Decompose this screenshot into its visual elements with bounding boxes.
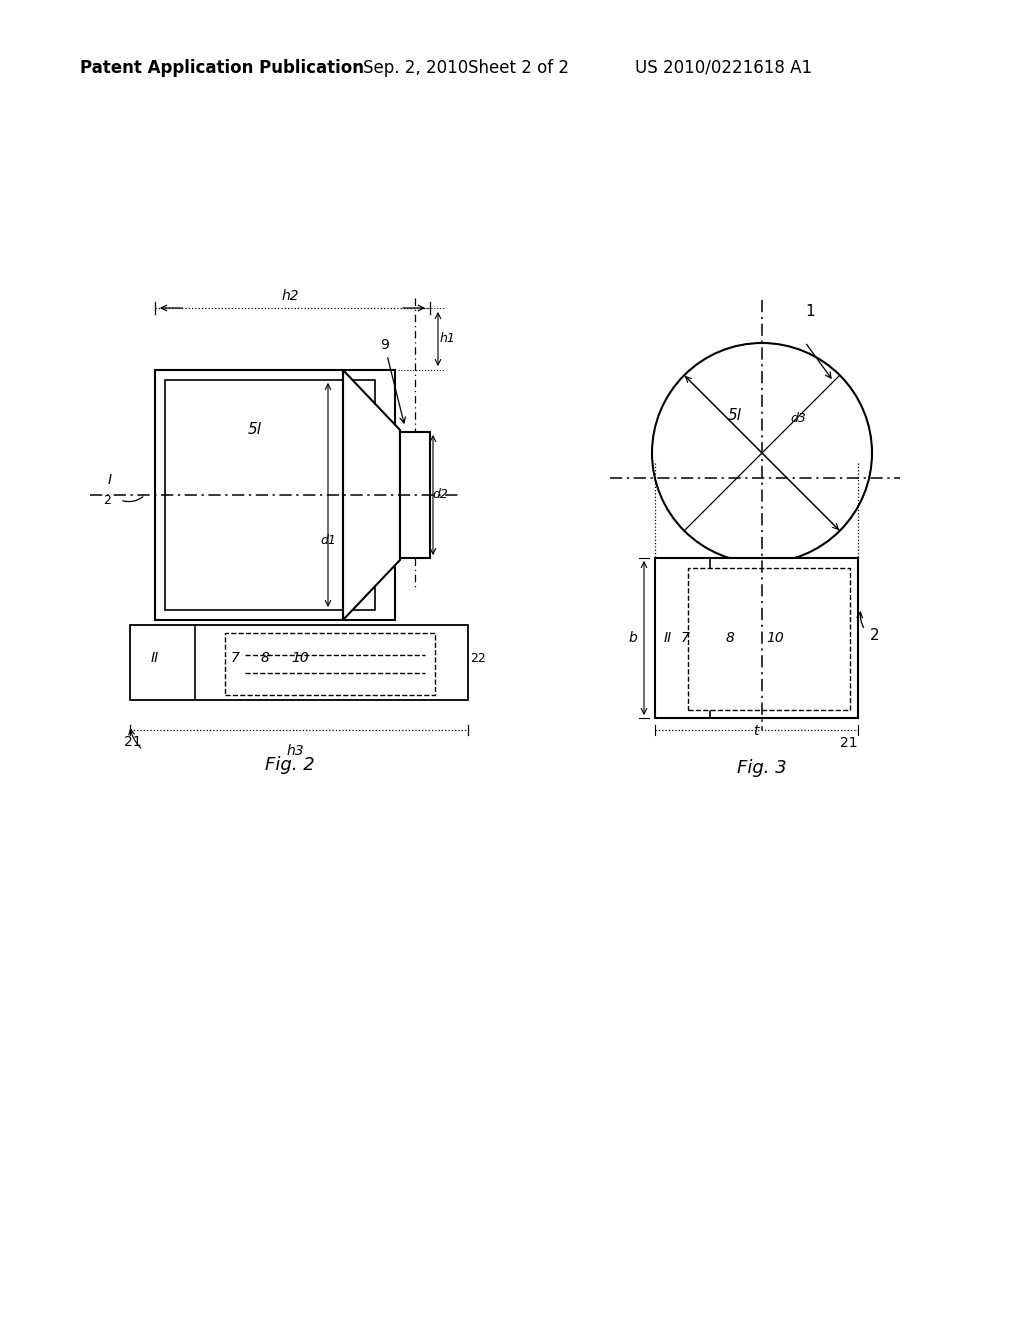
Text: Fig. 3: Fig. 3: [737, 759, 786, 777]
Text: Patent Application Publication: Patent Application Publication: [80, 59, 364, 77]
Text: h3: h3: [286, 744, 304, 758]
Text: 10: 10: [291, 651, 309, 665]
Text: h2: h2: [282, 289, 299, 304]
Text: t: t: [754, 723, 759, 738]
Bar: [130, 624, 468, 700]
Text: 2: 2: [103, 494, 111, 507]
Text: 7: 7: [230, 651, 240, 665]
Bar: [165, 380, 375, 610]
Text: d3: d3: [790, 412, 806, 425]
Text: 2: 2: [870, 627, 880, 643]
Text: 21: 21: [124, 735, 141, 748]
Text: 9: 9: [381, 338, 389, 352]
Text: I: I: [108, 473, 112, 487]
Text: 21: 21: [841, 737, 858, 750]
Text: Fig. 2: Fig. 2: [265, 756, 314, 774]
Text: 5l: 5l: [728, 408, 742, 422]
Text: Sep. 2, 2010: Sep. 2, 2010: [362, 59, 468, 77]
Text: US 2010/0221618 A1: US 2010/0221618 A1: [635, 59, 812, 77]
Text: d1: d1: [321, 533, 336, 546]
Text: d2: d2: [432, 488, 447, 502]
Text: 1: 1: [805, 305, 815, 319]
Text: 8: 8: [260, 651, 269, 665]
Text: II: II: [151, 651, 159, 665]
Text: Sheet 2 of 2: Sheet 2 of 2: [468, 59, 569, 77]
Bar: [688, 568, 850, 710]
Text: h1: h1: [440, 331, 456, 345]
Text: b: b: [629, 631, 637, 645]
Text: 22: 22: [470, 652, 485, 664]
Text: 8: 8: [726, 631, 734, 645]
Text: 10: 10: [766, 631, 784, 645]
Text: 7: 7: [681, 631, 689, 645]
Bar: [225, 634, 435, 696]
Text: II: II: [664, 631, 672, 645]
Bar: [155, 370, 395, 620]
Bar: [400, 432, 430, 558]
Text: 5l: 5l: [248, 422, 262, 437]
Bar: [655, 558, 858, 718]
Circle shape: [652, 343, 872, 564]
Polygon shape: [343, 370, 400, 620]
